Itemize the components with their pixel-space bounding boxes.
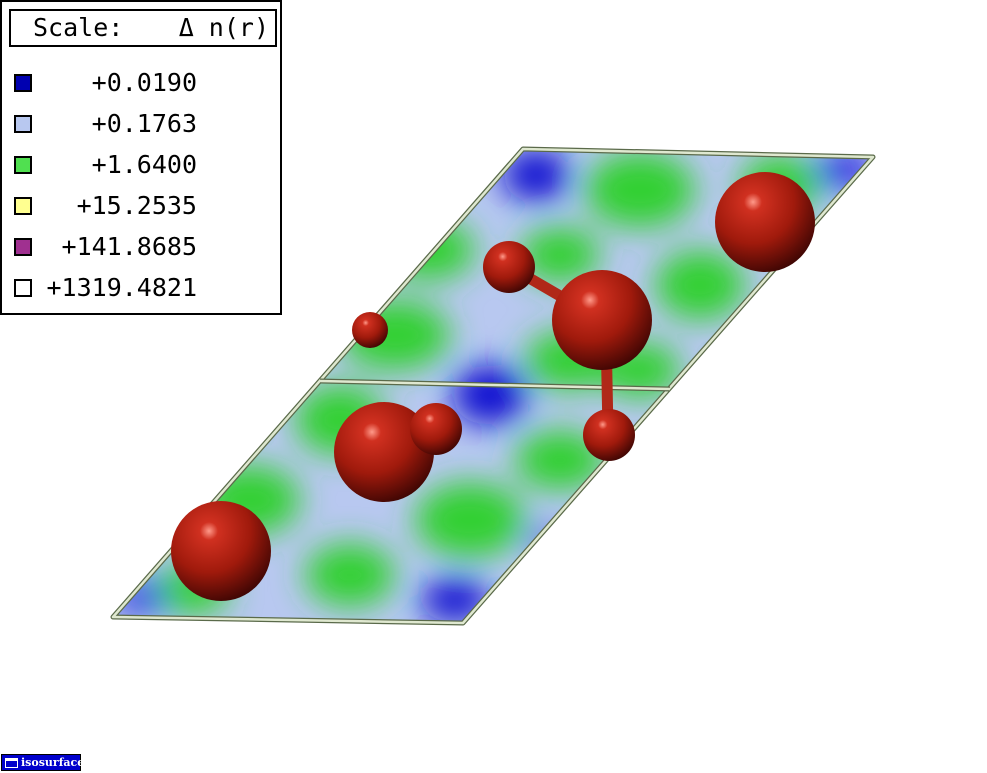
taskbar-button-label: isosurface: [21, 756, 85, 769]
atom: [410, 403, 462, 455]
legend-quantity-label: Δ n(r): [178, 13, 269, 42]
legend-item: +1.6400: [12, 150, 282, 180]
legend-value: +1.6400: [91, 150, 197, 179]
atom: [715, 172, 815, 272]
atom: [352, 312, 388, 348]
legend-value: +141.8685: [61, 232, 197, 261]
legend-header: Scale: Δ n(r): [9, 9, 277, 47]
legend-swatch: [14, 279, 32, 297]
legend-item: +0.0190: [12, 68, 282, 98]
atom: [334, 402, 434, 502]
legend-value: +1319.4821: [46, 273, 197, 302]
isosurface-taskbar-button[interactable]: isosurface: [1, 754, 85, 771]
legend-scale-label: Scale:: [33, 13, 124, 42]
color-scale-legend: Scale: Δ n(r) +0.0190 +0.1763 +1.6400 +1…: [0, 0, 282, 315]
legend-value: +15.2535: [76, 191, 197, 220]
legend-swatch: [14, 197, 32, 215]
atom: [171, 501, 271, 601]
legend-swatch: [14, 115, 32, 133]
legend-swatch: [14, 156, 32, 174]
atom: [483, 241, 535, 293]
window-icon: [5, 758, 18, 768]
legend-item: +1319.4821: [12, 273, 282, 303]
atom: [583, 409, 635, 461]
legend-value: +0.1763: [91, 109, 197, 138]
legend-item: +141.8685: [12, 232, 282, 262]
atoms: [171, 172, 815, 601]
legend-item: +15.2535: [12, 191, 282, 221]
legend-swatch: [14, 238, 32, 256]
legend-swatch: [14, 74, 32, 92]
atom: [552, 270, 652, 370]
legend-item: +0.1763: [12, 109, 282, 139]
legend-value: +0.0190: [91, 68, 197, 97]
